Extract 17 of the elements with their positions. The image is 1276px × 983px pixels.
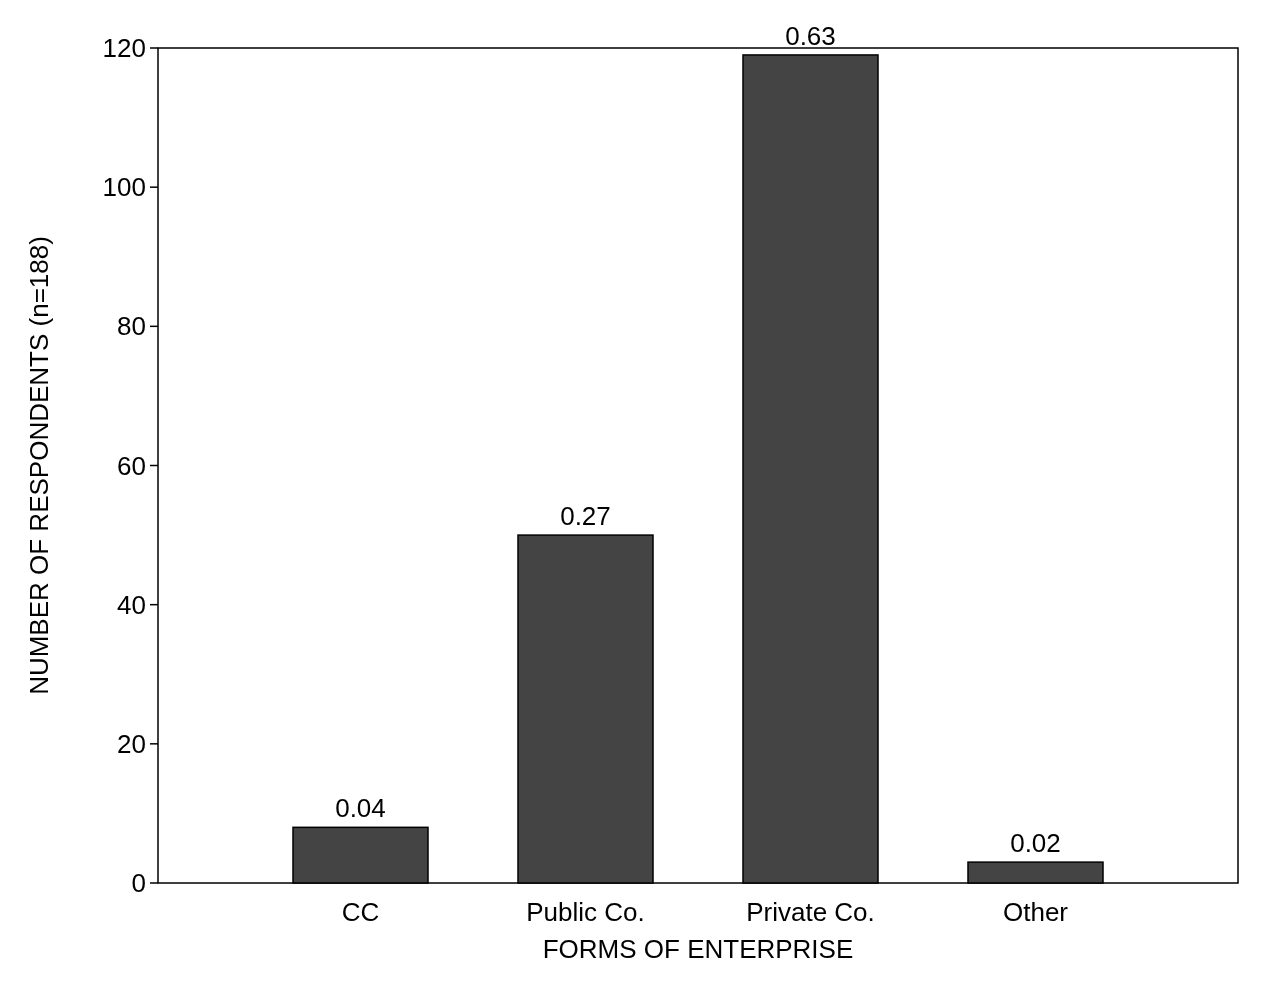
x-tick-label: Private Co.: [746, 897, 875, 927]
y-tick-label: 0: [131, 868, 146, 899]
annotation: 0.27: [560, 501, 611, 532]
x-tick-label: Public Co.: [526, 897, 645, 927]
x-tick-label: CC: [341, 897, 380, 927]
y-tick-label: 40: [117, 589, 146, 620]
y-tick-label: 60: [117, 450, 146, 481]
annotation: 0.02: [1010, 828, 1061, 859]
y-tick-label: 120: [102, 33, 146, 64]
y-tick-label: 100: [102, 172, 146, 203]
annotation: 0.63: [785, 20, 836, 51]
annotation: 0.04: [335, 793, 386, 824]
y-tick-label: 80: [117, 311, 146, 342]
y-axis-title: NUMBER OF RESPONDENTS (n=188): [24, 236, 54, 695]
x-axis-title: FORMS OF ENTERPRISE: [542, 934, 854, 964]
y-tick-label: 20: [117, 728, 146, 759]
x-tick-label: Other: [1002, 897, 1069, 927]
